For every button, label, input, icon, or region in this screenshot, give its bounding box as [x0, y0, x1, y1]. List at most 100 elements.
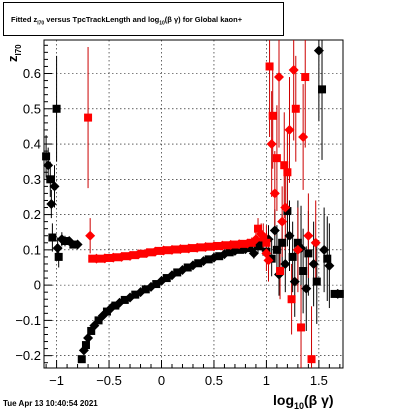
- black-marker-square: [52, 104, 61, 113]
- red-marker-square: [283, 168, 292, 177]
- red-marker-diamond: [310, 237, 321, 248]
- red-marker-diamond: [292, 244, 303, 255]
- chart-title: Fitted zI70 versus TpcTrackLength and lo…: [11, 15, 242, 27]
- black-marker-square: [254, 242, 263, 251]
- black-marker-diamond: [289, 276, 300, 287]
- red-marker-diamond: [85, 230, 96, 241]
- title-mid: versus TpcTrackLength and log: [44, 15, 160, 24]
- black-marker-diamond: [248, 248, 259, 259]
- black-marker-diamond: [49, 181, 60, 192]
- black-marker-diamond: [313, 45, 324, 56]
- red-marker-square: [297, 323, 306, 332]
- x-tick-label: −1: [49, 373, 64, 388]
- red-marker-diamond: [284, 124, 295, 135]
- black-marker-square: [323, 254, 332, 263]
- y-tick-label: 0.3: [23, 172, 41, 187]
- title-prefix: Fitted z: [11, 15, 38, 24]
- x-tick-label: 1.5: [310, 373, 328, 388]
- timestamp: Tue Apr 13 10:40:54 2021: [3, 399, 98, 408]
- x-tick-label: 0: [158, 373, 165, 388]
- x-tick-label: 1: [263, 373, 270, 388]
- red-marker-square: [291, 104, 300, 113]
- x-tick-label: 0.5: [205, 373, 223, 388]
- red-marker-diamond: [266, 139, 277, 150]
- axes: −1 −0.5 0 0.5 1 1.5 −0.2 −0.1 0 0.1 0.2 0.3 0.4 0.5 0.…: [15, 44, 341, 388]
- black-marker-square: [215, 252, 224, 261]
- black-marker-square: [288, 252, 297, 261]
- red-marker-square: [265, 62, 274, 71]
- y-tick-label: 0.2: [23, 207, 41, 222]
- red-marker-diamond: [263, 255, 274, 266]
- black-marker-diamond: [83, 333, 94, 344]
- black-marker-square: [111, 301, 120, 310]
- x-axis-label: log10(β γ): [273, 392, 334, 411]
- black-marker-square: [183, 263, 192, 272]
- black-marker-square: [102, 307, 111, 316]
- black-marker-square: [278, 238, 287, 247]
- x-label-rest: (β γ): [304, 392, 334, 408]
- black-marker-diamond: [46, 199, 57, 209]
- black-marker-diamond: [52, 243, 63, 254]
- red-marker-diamond: [277, 216, 288, 227]
- black-marker-square: [173, 268, 182, 277]
- red-marker-diamond: [288, 64, 299, 75]
- y-tick-label: 0.4: [23, 137, 41, 152]
- y-label-main: z: [5, 55, 20, 62]
- black-marker-square: [77, 355, 86, 364]
- black-marker-diamond: [284, 230, 295, 241]
- red-marker-diamond: [280, 202, 291, 213]
- black-marker-square: [272, 245, 281, 254]
- y-tick-label: 0.6: [23, 66, 41, 81]
- black-marker-square: [42, 152, 51, 161]
- black-marker-square: [293, 238, 302, 247]
- black-marker-square: [299, 267, 308, 276]
- x-label-main: log: [273, 392, 294, 408]
- black-marker-square: [245, 244, 254, 253]
- black-marker-square: [87, 326, 96, 335]
- red-marker-square: [287, 295, 296, 304]
- red-marker-square: [262, 238, 271, 247]
- red-marker-square: [254, 224, 263, 233]
- y-label-subscript: I70: [14, 44, 23, 56]
- black-marker-square: [141, 285, 150, 294]
- error-bars: [45, 40, 341, 368]
- black-marker-square: [312, 277, 321, 286]
- red-marker-square: [280, 161, 289, 170]
- title-paren: (β γ): [164, 15, 181, 24]
- black-marker-diamond: [269, 225, 280, 236]
- title-sub2: 10: [159, 20, 165, 27]
- red-marker-square: [84, 113, 93, 122]
- black-marker-square: [152, 280, 161, 289]
- black-marker-square: [162, 274, 171, 283]
- title-suffix: for Global kaon+: [180, 15, 243, 24]
- y-tick-label: −0.2: [15, 348, 41, 363]
- y-tick-label: 0.1: [23, 242, 41, 257]
- black-marker-diamond: [308, 258, 319, 269]
- red-marker-square: [247, 238, 256, 247]
- red-marker-square: [307, 355, 316, 364]
- red-marker-square: [276, 267, 285, 276]
- black-marker-square: [283, 207, 292, 216]
- y-tick-label: −0.1: [15, 313, 41, 328]
- red-marker-diamond: [303, 230, 314, 241]
- black-marker-diamond: [319, 244, 330, 255]
- black-marker-square: [94, 316, 103, 325]
- red-marker-diamond: [274, 72, 285, 83]
- y-tick-label: 0: [34, 278, 41, 293]
- black-marker-square: [335, 289, 344, 298]
- black-marker-diamond: [301, 283, 312, 294]
- black-marker-square: [318, 85, 327, 94]
- red-marker-square: [268, 111, 277, 120]
- red-marker-diamond: [250, 234, 261, 245]
- black-marker-diamond: [280, 258, 291, 269]
- y-tick-label: 0.5: [23, 101, 41, 116]
- black-marker-square: [225, 248, 234, 257]
- plot-frame: [43, 39, 344, 369]
- black-marker-square: [194, 259, 203, 268]
- red-marker-square: [272, 154, 281, 163]
- red-marker-square: [301, 73, 310, 82]
- black-marker-square: [48, 233, 57, 242]
- black-marker-diamond: [72, 239, 83, 250]
- title-sub1: I70: [37, 20, 45, 27]
